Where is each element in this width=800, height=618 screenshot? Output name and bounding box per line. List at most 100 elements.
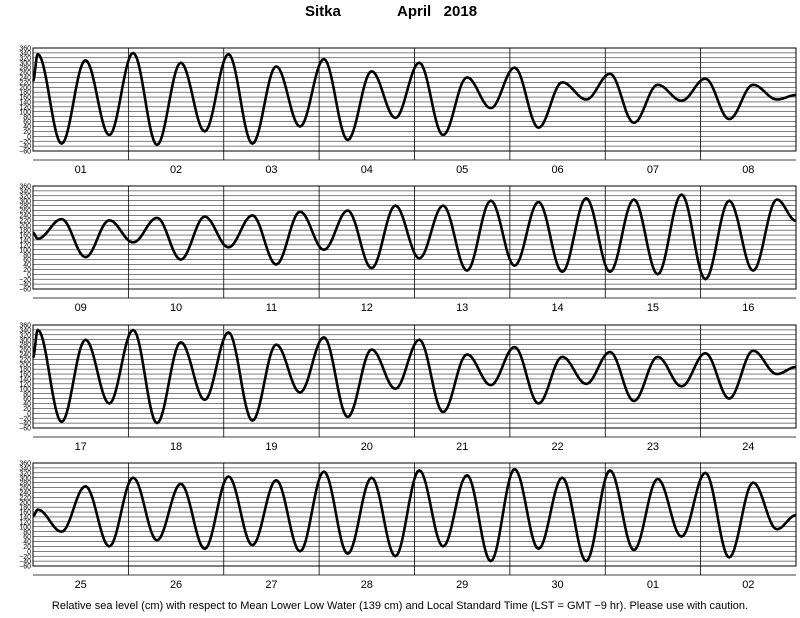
- y-tick-label: 40: [23, 262, 31, 269]
- day-label: 20: [361, 441, 373, 453]
- y-tick-label: 140: [19, 515, 31, 522]
- day-label: 02: [742, 579, 754, 591]
- y-tick-label: 360: [19, 184, 31, 191]
- day-label: 14: [551, 302, 563, 314]
- y-tick-label: 360: [19, 46, 31, 53]
- tide-curve: [31, 51, 796, 147]
- y-tick-label: 0: [27, 272, 31, 279]
- y-tick-label: 60: [23, 119, 31, 126]
- y-tick-label: 80: [23, 252, 31, 259]
- y-tick-label: −20: [19, 416, 31, 423]
- y-tick-label: 60: [23, 257, 31, 264]
- y-tick-label: 300: [19, 60, 31, 67]
- y-tick-label: 240: [19, 352, 31, 359]
- y-tick-label: 180: [19, 228, 31, 235]
- y-tick-label: −40: [19, 559, 31, 566]
- y-tick-label: −60: [19, 564, 31, 571]
- y-tick-label: 60: [23, 534, 31, 541]
- tide-curve: [31, 467, 797, 563]
- month-year: April 2018: [397, 3, 478, 20]
- y-tick-label: 0: [27, 549, 31, 556]
- day-label: 01: [75, 164, 87, 176]
- day-label: 10: [170, 302, 182, 314]
- y-tick-label: 260: [19, 208, 31, 215]
- y-tick-label: −20: [19, 277, 31, 284]
- y-tick-label: 220: [19, 495, 31, 502]
- y-tick-label: 280: [19, 203, 31, 210]
- station-name: Sitka: [305, 3, 341, 20]
- y-tick-label: 220: [19, 218, 31, 225]
- day-label: 12: [361, 302, 373, 314]
- tide-curve: [31, 193, 797, 281]
- y-tick-label: 180: [19, 367, 31, 374]
- y-tick-label: −60: [19, 287, 31, 294]
- day-label: 19: [265, 441, 277, 453]
- day-label: 03: [265, 164, 277, 176]
- y-tick-label: −20: [19, 554, 31, 561]
- y-tick-label: 40: [23, 124, 31, 131]
- day-label: 02: [170, 164, 182, 176]
- y-tick-label: −20: [19, 139, 31, 146]
- chart-caption: Relative sea level (cm) with respect to …: [51, 600, 749, 612]
- y-tick-label: 180: [19, 90, 31, 97]
- y-tick-label: 220: [19, 357, 31, 364]
- y-tick-label: 20: [23, 544, 31, 551]
- y-tick-label: 260: [19, 347, 31, 354]
- y-tick-label: 80: [23, 114, 31, 121]
- day-label: 25: [75, 579, 87, 591]
- tide-curve: [31, 328, 796, 425]
- y-tick-label: 340: [19, 328, 31, 335]
- day-label: 18: [170, 441, 182, 453]
- day-label: 01: [647, 579, 659, 591]
- y-tick-label: 20: [23, 129, 31, 136]
- y-tick-label: 300: [19, 337, 31, 344]
- y-tick-label: 180: [19, 505, 31, 512]
- y-tick-label: 80: [23, 391, 31, 398]
- day-label: 05: [456, 164, 468, 176]
- y-tick-label: 160: [19, 233, 31, 240]
- y-tick-label: −60: [19, 149, 31, 156]
- y-tick-label: 340: [19, 466, 31, 473]
- y-tick-label: 360: [19, 461, 31, 468]
- y-tick-label: 280: [19, 65, 31, 72]
- y-tick-label: 140: [19, 377, 31, 384]
- y-tick-label: 320: [19, 193, 31, 200]
- y-tick-label: 240: [19, 213, 31, 220]
- y-tick-label: 260: [19, 485, 31, 492]
- day-label: 23: [647, 441, 659, 453]
- y-tick-label: 100: [19, 524, 31, 531]
- y-tick-label: 120: [19, 519, 31, 526]
- y-tick-label: 20: [23, 406, 31, 413]
- y-tick-label: 320: [19, 332, 31, 339]
- day-label: 15: [647, 302, 659, 314]
- y-tick-label: 300: [19, 475, 31, 482]
- day-label: 30: [551, 579, 563, 591]
- y-tick-label: 20: [23, 267, 31, 274]
- day-label: 28: [361, 579, 373, 591]
- y-tick-label: 200: [19, 362, 31, 369]
- y-tick-label: 140: [19, 238, 31, 245]
- y-tick-label: 160: [19, 510, 31, 517]
- y-tick-label: 260: [19, 70, 31, 77]
- y-tick-label: 320: [19, 470, 31, 477]
- y-tick-label: 120: [19, 381, 31, 388]
- y-tick-label: 100: [19, 109, 31, 116]
- day-label: 24: [742, 441, 754, 453]
- y-tick-label: 100: [19, 247, 31, 254]
- y-tick-label: 300: [19, 198, 31, 205]
- y-tick-label: −60: [19, 426, 31, 433]
- day-label: 13: [456, 302, 468, 314]
- y-tick-label: 140: [19, 100, 31, 107]
- y-tick-label: 340: [19, 51, 31, 58]
- y-tick-label: 120: [19, 242, 31, 249]
- y-tick-label: 0: [27, 411, 31, 418]
- y-tick-label: 220: [19, 80, 31, 87]
- day-label: 04: [361, 164, 373, 176]
- y-tick-label: 60: [23, 396, 31, 403]
- y-tick-label: 240: [19, 75, 31, 82]
- chart-title: Sitka April 2018: [0, 3, 800, 25]
- y-tick-label: −40: [19, 282, 31, 289]
- y-tick-label: −40: [19, 144, 31, 151]
- y-tick-label: 80: [23, 529, 31, 536]
